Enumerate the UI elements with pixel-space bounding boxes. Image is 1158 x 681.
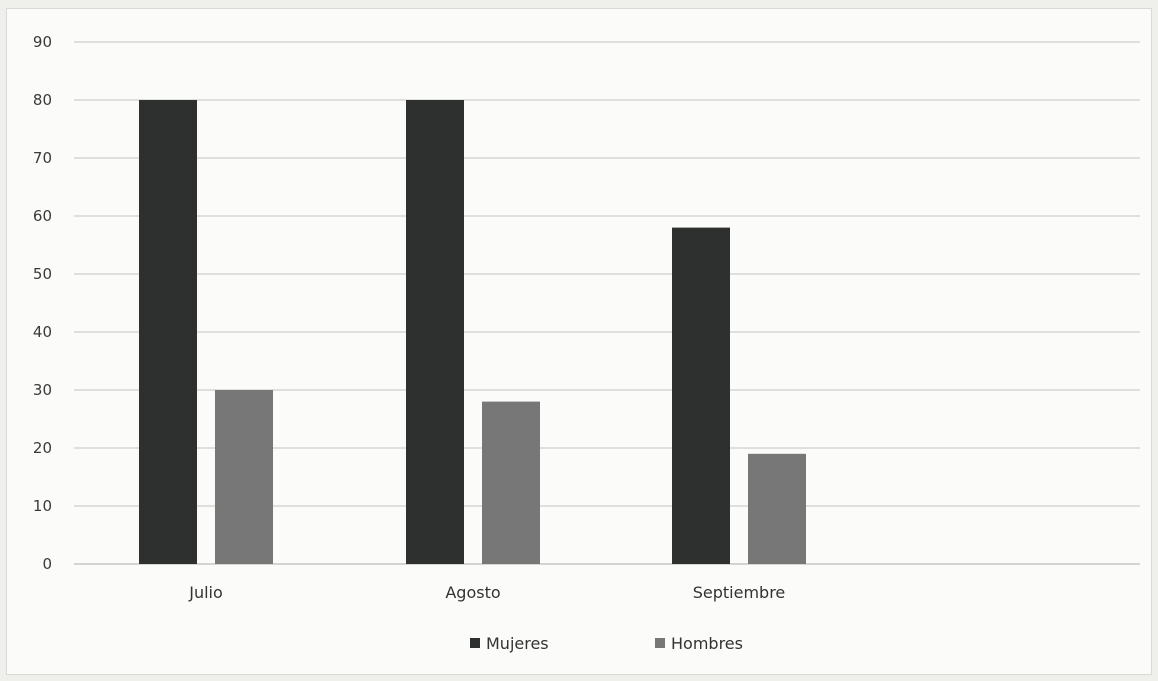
x-category-label: Agosto <box>445 583 500 602</box>
legend: Mujeres Hombres <box>470 634 743 653</box>
y-tick-label: 50 <box>33 265 52 283</box>
y-tick-label: 10 <box>33 497 52 515</box>
legend-swatch-hombres <box>655 638 665 648</box>
bar-mujeres-agosto <box>406 100 464 564</box>
y-tick-label: 90 <box>33 33 52 51</box>
y-tick-label: 70 <box>33 149 52 167</box>
legend-swatch-mujeres <box>470 638 480 648</box>
bar-mujeres-julio <box>139 100 197 564</box>
y-tick-label: 0 <box>42 555 52 573</box>
x-category-label: Julio <box>188 583 223 602</box>
bar-hombres-julio <box>215 390 273 564</box>
y-axis-ticks: 0 10 20 30 40 50 60 70 80 90 <box>33 33 52 573</box>
legend-label-mujeres: Mujeres <box>486 634 549 653</box>
x-axis-categories: Julio Agosto Septiembre <box>188 583 785 602</box>
y-tick-label: 40 <box>33 323 52 341</box>
y-tick-label: 60 <box>33 207 52 225</box>
y-tick-label: 20 <box>33 439 52 457</box>
bars <box>139 100 806 564</box>
y-tick-label: 80 <box>33 91 52 109</box>
x-category-label: Septiembre <box>693 583 786 602</box>
y-tick-label: 30 <box>33 381 52 399</box>
bar-mujeres-septiembre <box>672 227 730 564</box>
bar-hombres-agosto <box>482 401 540 564</box>
legend-label-hombres: Hombres <box>671 634 743 653</box>
bar-hombres-septiembre <box>748 453 806 564</box>
